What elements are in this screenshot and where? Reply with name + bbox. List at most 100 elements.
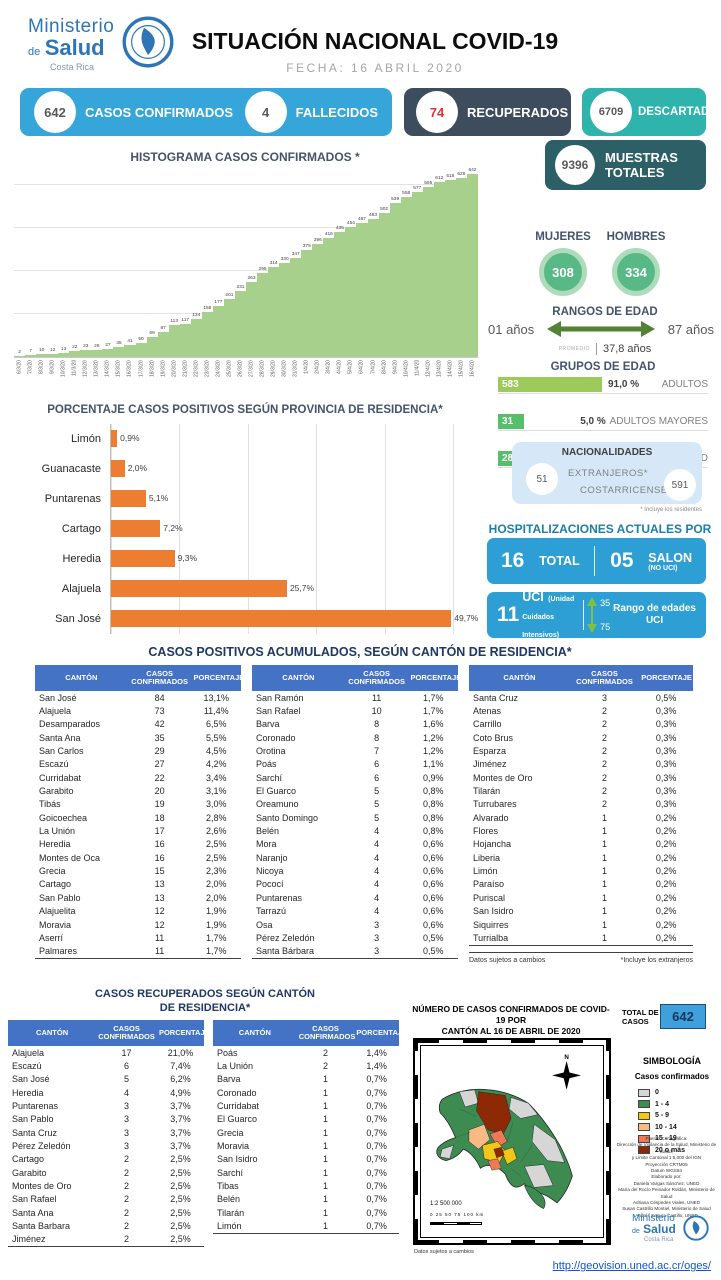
- table-cell: 1: [323, 1207, 329, 1218]
- table-cell: 15: [154, 866, 165, 877]
- extranjeros-label: EXTRANJEROS*: [568, 468, 648, 479]
- table-cell: San Pablo: [39, 892, 81, 903]
- table-cell: 1,4%: [366, 1061, 387, 1072]
- table-cell: 16: [154, 852, 165, 863]
- histogram-value-label: 618: [446, 174, 455, 180]
- table-row: Santa Ana 35 5,5%: [35, 731, 241, 744]
- provincia-bar: [111, 460, 125, 477]
- table-cell: 0,2%: [655, 879, 677, 890]
- table-cell: 1: [602, 839, 608, 850]
- table-header-cell: PORCENTAJE: [193, 673, 245, 682]
- histogram-column: 13: [58, 168, 70, 357]
- table-cell: 0,7%: [366, 1154, 387, 1165]
- histogram-bar: [466, 174, 478, 357]
- table-cell: 2,6%: [206, 826, 227, 837]
- map-legend-label: 10 - 14: [655, 1123, 677, 1131]
- histogram-value-label: 231: [236, 284, 245, 290]
- table-row: Montes de Oro 2 2,5%: [8, 1179, 204, 1192]
- table-cell: Coronado: [217, 1087, 257, 1098]
- map-frame: N 1:2 500 000 0 25 50 75 100 km: [413, 1038, 611, 1245]
- footer-link[interactable]: http://geovision.uned.ac.cr/oges/: [552, 1260, 711, 1272]
- histogram-bar: [245, 281, 258, 357]
- histogram-column: 158: [201, 168, 213, 357]
- table-cell: 0,6%: [423, 839, 444, 850]
- histogram-date-label: 2/4/20: [314, 360, 321, 374]
- table-row: Flores 1 0,2%: [469, 824, 693, 837]
- table-row: Barva 8 1,6%: [252, 718, 458, 731]
- table-row: Alajuela 17 21,0%: [8, 1046, 204, 1059]
- histogram-column: 12: [47, 168, 59, 357]
- histogram-column: 7: [25, 168, 37, 357]
- table-row: El Guarco 5 0,8%: [252, 784, 458, 797]
- table-row: Orotina 7 1,2%: [252, 744, 458, 757]
- table-cell: Esparza: [473, 746, 507, 757]
- table-cell: Siquirres: [473, 919, 509, 930]
- table-header-cell: CANTÓN: [65, 673, 98, 682]
- hosp-divider-2: [583, 600, 585, 630]
- histogram-date-label: 16/4/20: [469, 360, 476, 377]
- provincia-value-label: 2,0%: [127, 463, 148, 473]
- table-cell: Montes de Oro: [473, 772, 533, 783]
- table-cell: Grecia: [39, 866, 66, 877]
- table-cell: 5,5%: [206, 732, 227, 743]
- hosp-card-total-salon: 16 TOTAL 05 SALON (NO UCI): [487, 538, 706, 584]
- histogram-value-label: 26: [94, 343, 100, 349]
- histogram-value-label: 87: [160, 326, 166, 332]
- table-cell: 0,6%: [423, 919, 444, 930]
- table-row: Nicoya 4 0,6%: [252, 864, 458, 877]
- table-cell: 0,7%: [366, 1221, 387, 1232]
- histogram-date-label: 28/3/20: [259, 360, 266, 377]
- table-cell: Cartago: [39, 879, 72, 890]
- mini-logo-line2: de Salud: [632, 1222, 676, 1237]
- table-row: Osa 3 0,6%: [252, 918, 458, 931]
- histogram-value-label: 7: [29, 349, 32, 354]
- table-row: Jiménez 2 0,3%: [469, 758, 693, 771]
- histogram-column: 618: [444, 168, 456, 357]
- histogram-date-label: 11/3/20: [71, 360, 78, 377]
- map-total-label-line2: CASOS: [622, 1017, 649, 1026]
- histogram-value-label: 577: [413, 185, 422, 191]
- histogram-column: 263: [245, 168, 258, 357]
- table-cell: 16: [154, 839, 165, 850]
- table-cell: 1: [602, 932, 608, 943]
- mini-logo-salud: Salud: [643, 1222, 676, 1236]
- table-cell: 13: [154, 892, 165, 903]
- table-row: Aserrí 11 1,7%: [35, 931, 241, 944]
- map-canvas: N 1:2 500 000 0 25 50 75 100 km: [420, 1045, 604, 1238]
- histogram-date-label: 31/3/20: [292, 360, 299, 377]
- uci-age-label-line2: UCI: [645, 615, 664, 626]
- histogram-date-label: 9/3/20: [49, 360, 56, 374]
- recovered-table-2: CANTÓN CASOS CONFIRMADOS PORCENTAJE Poás 2 1,…: [213, 1020, 407, 1234]
- map-title-line1: NÚMERO DE CASOS CONFIRMADOS DE COVID-19 …: [412, 1004, 610, 1025]
- table-row: Turrialba 1 0,2%: [469, 931, 693, 944]
- table-cell: 5: [374, 799, 380, 810]
- table-cell: 1,7%: [206, 932, 227, 943]
- table-cell: 3,7%: [170, 1127, 191, 1138]
- table-cell: 0,7%: [366, 1167, 387, 1178]
- map-legend: SIMBOLOGÍA Casos confirmados 0 1 - 4 5 - 9…: [626, 1056, 718, 1156]
- histogram-bar: [301, 249, 313, 357]
- table-cell: 0,8%: [423, 826, 444, 837]
- table-row: Cartago 13 2,0%: [35, 878, 241, 891]
- table-cell: Belén: [256, 826, 280, 837]
- table-cell: Grecia: [217, 1127, 244, 1138]
- histogram-value-label: 23: [83, 344, 89, 350]
- table-cell: 1: [323, 1141, 329, 1152]
- table-cell: Limón: [217, 1221, 242, 1232]
- histogram-date-label: 5/4/20: [347, 360, 354, 374]
- grupos-label: ADULTOS: [661, 379, 708, 390]
- mujeres-label: MUJERES: [535, 231, 591, 243]
- samples-count: 9396: [555, 145, 595, 185]
- histogram-bar: [345, 227, 357, 357]
- histogram-value-label: 467: [357, 217, 366, 223]
- table-cell: 0,5%: [423, 946, 444, 957]
- table-cell: Curridabat: [39, 772, 82, 783]
- provincia-bar: [111, 550, 175, 567]
- table-cell: Heredia: [39, 839, 71, 850]
- table-cell: Alajuelita: [39, 906, 76, 917]
- uci-age-max: 75: [600, 622, 611, 632]
- table-cell: 20: [154, 786, 165, 797]
- table-cell: Jiménez: [12, 1234, 46, 1245]
- hosp-total-label: TOTAL: [539, 554, 580, 568]
